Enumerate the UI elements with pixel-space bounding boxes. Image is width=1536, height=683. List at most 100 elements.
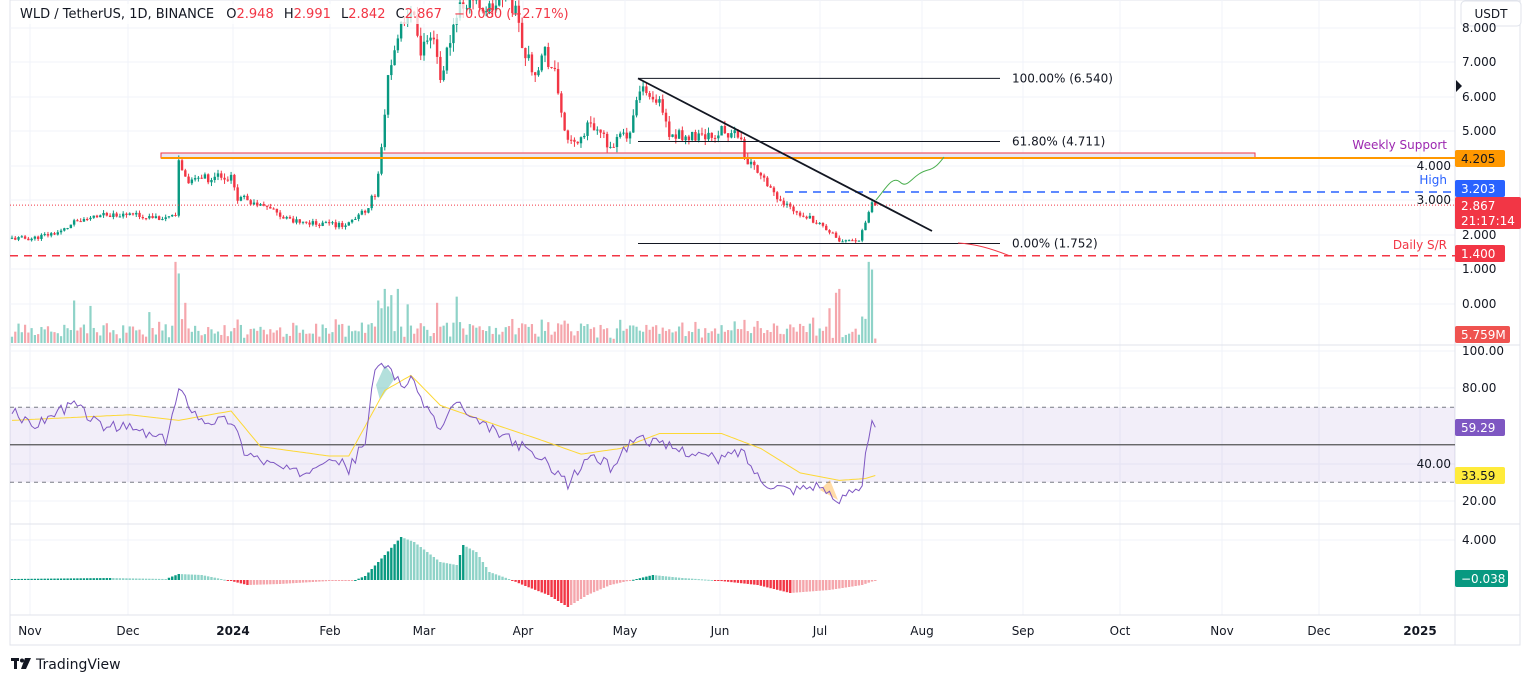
candle-body	[341, 222, 344, 227]
tradingview-logo[interactable]: TradingView	[11, 657, 121, 673]
volume-bar	[275, 330, 278, 343]
macd-bar	[834, 580, 838, 589]
weekly-support-badge: 4.205	[1455, 150, 1505, 167]
volume-bar	[785, 328, 789, 343]
candle-body	[753, 161, 756, 166]
volume-bar	[53, 332, 56, 343]
candle	[599, 129, 602, 139]
volume-bar	[772, 323, 776, 343]
candle-body	[56, 232, 59, 235]
macd-bar	[27, 578, 30, 580]
candle-body	[193, 178, 197, 180]
volume-bar	[416, 328, 419, 343]
drawings[interactable]: 100.00% (6.540) 61.80% (4.711) 0.00% (1.75…	[10, 71, 1455, 257]
high-badge-text: 3.203	[1461, 182, 1495, 196]
volume-bar	[514, 334, 517, 343]
macd-bar	[746, 580, 749, 584]
projection-path-down[interactable]	[957, 242, 1011, 257]
candle	[337, 221, 341, 230]
candle-body	[828, 230, 831, 233]
volume-bar	[485, 331, 488, 343]
macd-bar	[14, 578, 17, 580]
candle-body	[687, 136, 691, 141]
volume-bar	[521, 323, 524, 343]
volume-bar	[798, 323, 802, 343]
macd-bar	[854, 580, 857, 586]
volume-bar	[452, 322, 455, 343]
candle	[301, 221, 305, 225]
currency-button[interactable]: USDT	[1460, 0, 1522, 27]
macd-bar	[615, 580, 619, 584]
time-axis[interactable]: Nov Dec 2024 Feb Mar Apr May Jun Jul Aug Sep Oct Nov…	[18, 624, 1436, 638]
macd-bar	[625, 580, 628, 582]
candle	[867, 210, 870, 224]
volume-bar	[436, 302, 439, 343]
macd-bar	[125, 578, 128, 580]
candle-body	[556, 69, 560, 94]
macd-bar	[573, 580, 576, 603]
price-axis[interactable]: 8.000 7.000 6.000 5.000 4.000 3.000 2.000 1.000…	[1417, 21, 1504, 547]
macd-bar	[72, 578, 76, 580]
macd-bar	[772, 580, 776, 589]
macd-bar	[537, 580, 540, 592]
candle	[311, 218, 315, 227]
macd-bar	[540, 580, 543, 593]
volume-bar	[658, 333, 661, 343]
volume-bar	[151, 328, 154, 343]
candle-body	[795, 211, 798, 213]
candle-body	[187, 176, 190, 184]
candle	[216, 169, 220, 181]
candle-body	[710, 132, 713, 138]
volume-bar	[295, 325, 298, 343]
trendline[interactable]	[637, 77, 933, 232]
volume-bar	[677, 326, 681, 343]
macd-bar	[321, 580, 324, 582]
candle	[327, 219, 331, 226]
candle-body	[481, 8, 485, 12]
candle-body	[805, 216, 808, 219]
candle	[851, 238, 854, 242]
volume-bar	[465, 334, 468, 343]
volume-bar	[115, 334, 118, 343]
candle-body	[167, 216, 171, 218]
macd-bar	[246, 580, 249, 585]
legend-line[interactable]: WLD / TetherUS, 1D, BINANCE O2.948 H2.99…	[20, 7, 569, 22]
volume-bar	[216, 331, 220, 343]
candle-body	[834, 232, 838, 238]
macd-bar	[53, 578, 56, 580]
volume-bar	[511, 318, 514, 343]
volume-bar	[517, 327, 520, 343]
price-tick: 5.000	[1462, 124, 1496, 138]
macd-bar	[838, 580, 841, 589]
macd-bar	[33, 578, 37, 580]
candle	[619, 131, 622, 139]
macd-bar	[690, 578, 694, 580]
candle	[350, 219, 354, 224]
projection-path-up[interactable]	[875, 156, 945, 201]
macd-bar	[723, 580, 727, 582]
volume-bar	[851, 331, 854, 343]
scroll-to-realtime-icon[interactable]	[1456, 80, 1462, 92]
candle-body	[704, 134, 707, 140]
price-tick: 2.000	[1462, 228, 1496, 242]
macd-bar	[399, 537, 403, 580]
macd-bar	[373, 565, 377, 580]
volume-bar	[602, 329, 605, 343]
macd-bar	[242, 580, 246, 585]
volume-bar	[174, 261, 177, 343]
candle	[66, 227, 69, 230]
rsi-tick: 40.00	[1417, 457, 1451, 471]
candle	[14, 236, 17, 241]
candle	[782, 197, 785, 208]
symbol-title[interactable]: WLD / TetherUS, 1D, BINANCE	[20, 7, 214, 22]
candle-body	[112, 213, 115, 218]
candle	[426, 35, 429, 45]
volume-bar	[475, 327, 478, 343]
volume-bar	[524, 324, 527, 343]
candle-body	[95, 215, 99, 218]
macd-bar	[579, 580, 583, 599]
macd-bar	[157, 578, 161, 580]
volume-bar	[73, 300, 76, 343]
volume-bar	[403, 336, 406, 343]
